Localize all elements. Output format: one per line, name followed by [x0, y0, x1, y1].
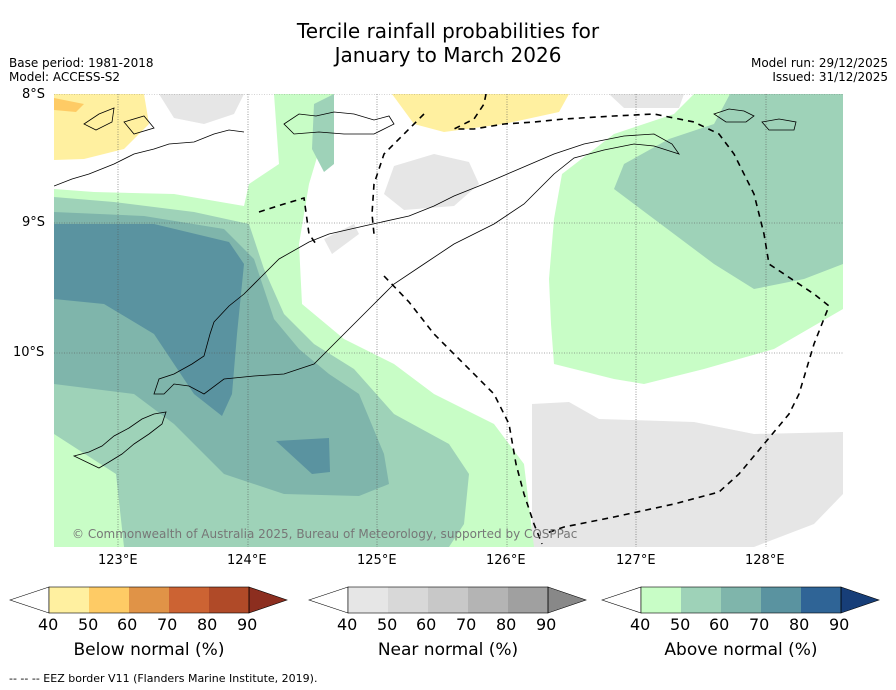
cbar-below-cell-5 [209, 587, 249, 613]
colorbar-above [601, 586, 880, 614]
above-normal-50-east [614, 94, 843, 289]
lat-label-10s: 10°S [13, 345, 45, 360]
coastline-wetar [713, 108, 797, 131]
eez-border-south [383, 275, 543, 545]
cbar-above-tick-60: 60 [709, 615, 730, 634]
cbar-above-tick-50: 50 [670, 615, 691, 634]
cbar-below-frame [48, 586, 250, 614]
title-line-1: Tercile rainfall probabilities for [296, 19, 600, 43]
cbar-above-tick-70: 70 [749, 615, 770, 634]
colorbar-near [308, 586, 587, 614]
base-period: Base period: 1981-2018 [9, 56, 154, 70]
copyright-text: © Commonwealth of Australia 2025, Bureau… [72, 527, 578, 541]
cbar-above-extend-low [601, 586, 642, 614]
cbar-below-extend-high [248, 586, 288, 614]
rainfall-map [54, 94, 843, 547]
coastline-rote [72, 411, 167, 469]
cbar-above-extend-high [840, 586, 880, 614]
cbar-below-tick-70: 70 [157, 615, 178, 634]
cbar-near-extend-low [308, 586, 349, 614]
cbar-near-cell-4 [468, 587, 508, 613]
cbar-below-tick-40: 40 [38, 615, 59, 634]
cbar-below-cell-2 [89, 587, 129, 613]
model-name: Model: ACCESS-S2 [9, 70, 121, 84]
model-run: Model run: 29/12/2025 [750, 56, 888, 70]
coastline-nw-islands [83, 107, 155, 135]
cbar-near-tick-90: 90 [536, 615, 557, 634]
eez-footer-note: -- -- -- EEZ border V11 (Flanders Marine… [9, 672, 318, 685]
cbar-near-cell-2 [388, 587, 428, 613]
cbar-below-tick-60: 60 [117, 615, 138, 634]
cbar-near-cell-1 [348, 587, 388, 613]
lon-label-128e: 128°E [745, 553, 785, 568]
meta-left: Base period: 1981-2018 Model: ACCESS-S2 [9, 56, 154, 84]
cbar-below-cell-3 [129, 587, 169, 613]
cbar-near-extend-high [547, 586, 587, 614]
cbar-above-cell-4 [761, 587, 801, 613]
cbar-near-tick-40: 40 [337, 615, 358, 634]
below-normal-region-nw-core [54, 98, 84, 112]
cbar-below-tick-50: 50 [78, 615, 99, 634]
cbar-above-cell-5 [801, 587, 841, 613]
map-title: Tercile rainfall probabilities for Janua… [0, 19, 896, 67]
cbar-above-cell-2 [681, 587, 721, 613]
lon-label-125e: 125°E [357, 553, 397, 568]
lat-label-8s: 8°S [22, 87, 46, 102]
near-normal-region-north [159, 94, 244, 124]
cbar-above-frame [640, 586, 842, 614]
colorbar-below [9, 586, 288, 614]
cbar-near-tick-70: 70 [456, 615, 477, 634]
cbar-above-tick-90: 90 [829, 615, 850, 634]
near-normal-region-se [532, 402, 843, 547]
above-normal-70-west [54, 224, 244, 416]
near-normal-region-mid [384, 154, 479, 210]
near-normal-region-small [324, 224, 359, 254]
coastline-timor [153, 133, 681, 395]
lat-label-9s: 9°S [22, 215, 46, 230]
near-normal-region-top [609, 94, 684, 108]
coastline-flores [54, 129, 245, 187]
grid-lines [54, 94, 843, 547]
cbar-below-extend-low [9, 586, 50, 614]
cbar-below-tick-80: 80 [197, 615, 218, 634]
eez-border-timor-leste [453, 94, 830, 535]
lon-label-126e: 126°E [486, 553, 526, 568]
cbar-above-cell-1 [641, 587, 681, 613]
cbar-near-label: Near normal (%) [377, 640, 519, 660]
cbar-near-cell-3 [428, 587, 468, 613]
cbar-below-cell-4 [169, 587, 209, 613]
cbar-near-frame [347, 586, 549, 614]
eez-border-north [371, 113, 425, 235]
lon-label-127e: 127°E [616, 553, 656, 568]
eez-border-inner [258, 196, 317, 245]
above-normal-70-south [276, 438, 330, 474]
cbar-below-label: Below normal (%) [73, 640, 225, 660]
below-normal-region-north [392, 94, 569, 132]
cbar-above-tick-40: 40 [630, 615, 651, 634]
meta-right: Model run: 29/12/2025 Issued: 31/12/2025 [751, 56, 888, 84]
issued-date: Issued: 31/12/2025 [772, 70, 888, 84]
cbar-below-cell-1 [49, 587, 89, 613]
cbar-near-cell-5 [508, 587, 548, 613]
cbar-below-tick-90: 90 [237, 615, 258, 634]
cbar-near-tick-50: 50 [377, 615, 398, 634]
cbar-near-tick-80: 80 [496, 615, 517, 634]
cbar-above-tick-80: 80 [789, 615, 810, 634]
lon-label-123e: 123°E [98, 553, 138, 568]
cbar-near-tick-60: 60 [416, 615, 437, 634]
lon-label-124e: 124°E [227, 553, 267, 568]
eez-border [258, 94, 830, 545]
cbar-above-cell-3 [721, 587, 761, 613]
coastline-alor [283, 111, 395, 135]
cbar-above-label: Above normal (%) [664, 640, 818, 660]
coastlines [54, 107, 797, 469]
title-line-2: January to March 2026 [334, 43, 562, 67]
